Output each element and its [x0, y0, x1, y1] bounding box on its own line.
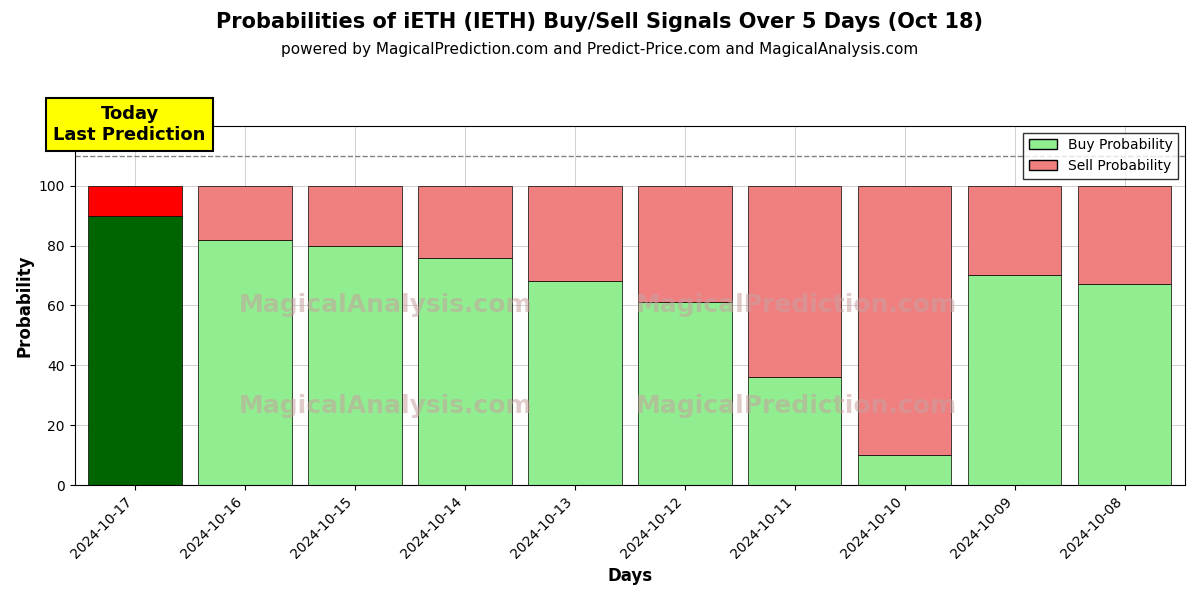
Bar [419, 257, 511, 485]
Text: powered by MagicalPrediction.com and Predict-Price.com and MagicalAnalysis.com: powered by MagicalPrediction.com and Pre… [281, 42, 919, 57]
Bar [968, 275, 1061, 485]
Bar [308, 245, 402, 485]
Text: MagicalAnalysis.com: MagicalAnalysis.com [239, 394, 533, 418]
Bar [638, 302, 732, 485]
Text: MagicalPrediction.com: MagicalPrediction.com [636, 293, 958, 317]
Bar [638, 185, 732, 302]
Bar [1078, 185, 1171, 284]
Legend: Buy Probability, Sell Probability: Buy Probability, Sell Probability [1024, 133, 1178, 179]
Bar [89, 215, 182, 485]
Bar [1078, 284, 1171, 485]
Text: MagicalAnalysis.com: MagicalAnalysis.com [239, 293, 533, 317]
Bar [528, 281, 622, 485]
Bar [968, 185, 1061, 275]
Bar [528, 185, 622, 281]
Bar [748, 377, 841, 485]
Bar [419, 185, 511, 257]
Text: MagicalPrediction.com: MagicalPrediction.com [636, 394, 958, 418]
Bar [198, 239, 292, 485]
Text: Today
Last Prediction: Today Last Prediction [54, 105, 206, 143]
Bar [858, 455, 952, 485]
Bar [748, 185, 841, 377]
Bar [89, 185, 182, 215]
Text: Probabilities of iETH (IETH) Buy/Sell Signals Over 5 Days (Oct 18): Probabilities of iETH (IETH) Buy/Sell Si… [216, 12, 984, 32]
X-axis label: Days: Days [607, 567, 653, 585]
Bar [308, 185, 402, 245]
Bar [858, 185, 952, 455]
Bar [198, 185, 292, 239]
Y-axis label: Probability: Probability [16, 254, 34, 356]
